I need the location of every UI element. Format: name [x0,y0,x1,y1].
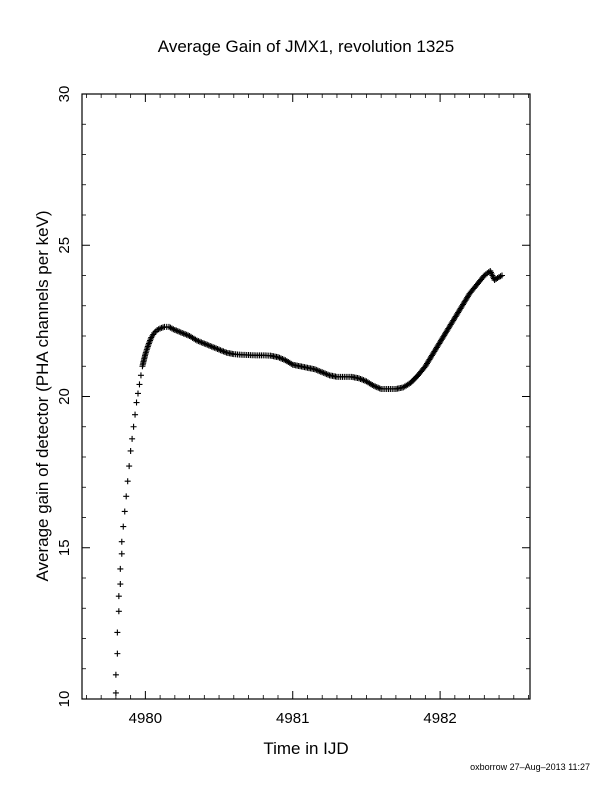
data-points [112,267,505,696]
data-point [499,272,505,279]
x-tick-label: 4981 [276,710,309,727]
data-point [133,399,140,406]
data-point [115,593,122,600]
data-point [135,390,141,397]
data-point [117,581,124,588]
data-point [124,478,131,485]
y-tick-label: 20 [56,388,73,405]
x-axis-label: Time in IJD [263,739,348,758]
data-point [129,435,136,442]
data-point [112,671,119,678]
y-tick-label: 10 [56,691,73,708]
data-point [126,463,133,470]
y-axis-label: Average gain of detector (PHA channels p… [33,210,52,581]
x-tick-label: 4980 [129,710,162,727]
data-point [114,650,121,657]
credit-footer: oxborrow 27–Aug–2013 11:27 [470,762,590,772]
data-point [118,538,125,545]
data-point [137,372,144,379]
data-point [136,381,143,388]
data-point [115,608,122,615]
data-point [130,423,137,430]
data-point [117,565,124,572]
data-point [127,447,134,454]
y-tick-label: 25 [56,237,73,254]
x-tick-label: 4982 [423,710,456,727]
data-point [132,411,139,418]
y-tick-label: 30 [56,86,73,103]
chart-title: Average Gain of JMX1, revolution 1325 [158,37,454,56]
data-point [120,523,127,530]
data-point [123,493,130,500]
plot-frame [81,93,531,700]
data-point [118,550,125,557]
data-point [112,689,119,696]
axis-ticks: 4980 4981 4982 10 15 20 25 30 [56,86,530,727]
data-point [121,508,128,515]
y-tick-label: 15 [56,539,73,556]
data-point [114,629,121,636]
